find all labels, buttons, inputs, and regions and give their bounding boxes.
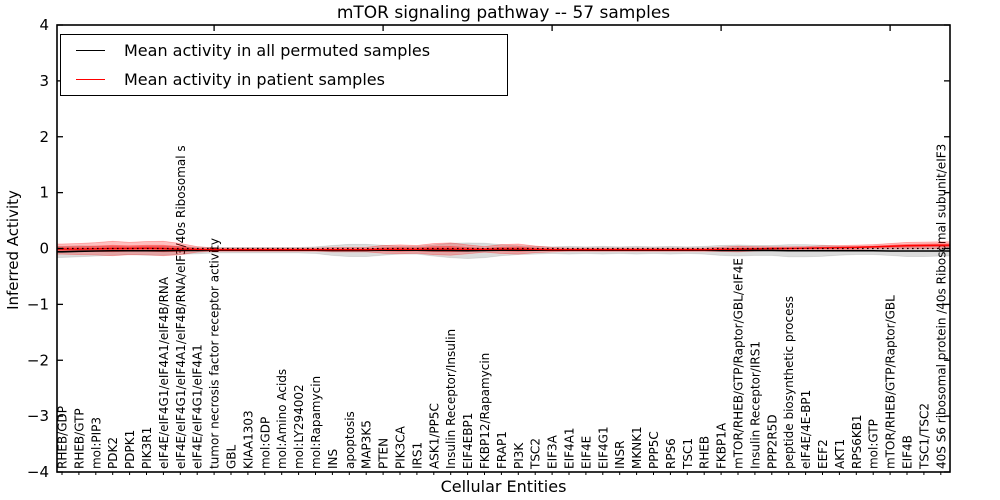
legend-entry-patient: Mean activity in patient samples — [61, 66, 507, 94]
x-tick-label: EEF2 — [816, 439, 830, 469]
x-tick-label: mol:PIP3 — [89, 417, 103, 469]
permuted-mean-line — [57, 249, 950, 253]
x-tick-label: PIK3CA — [394, 425, 408, 469]
x-tick-label: AKT1 — [833, 439, 847, 469]
x-tick-label: TSC2 — [529, 438, 543, 470]
x-tick-label: PPP5C — [647, 431, 661, 469]
y-axis-label: Inferred Activity — [4, 190, 22, 310]
x-tick-label: RPS6KB1 — [850, 414, 864, 469]
x-tick-label: peptide biosynthetic process — [782, 296, 796, 469]
x-tick-label: mol:LY294002 — [292, 384, 306, 469]
x-tick-label: eIF4E/eIF4G1/eIF4A1/eIF4B/RNA/eIF3/40s R… — [174, 145, 188, 469]
x-tick-label: PDPK1 — [123, 430, 137, 469]
x-tick-label: TSC1/TSC2 — [917, 403, 931, 470]
x-tick-label: INSR — [613, 441, 627, 469]
x-tick-label: MAP3K5 — [360, 420, 374, 469]
y-tick-label: −2 — [27, 351, 49, 369]
x-tick-label: eIF4E/eIF4G1/eIF4A1/eIF4B/RNA — [157, 276, 171, 469]
x-tick-label: PPP2R5D — [765, 414, 779, 469]
x-tick-label: PI3K — [512, 442, 526, 469]
x-tick-label: INS — [326, 449, 340, 469]
x-tick-label: mTOR/RHEB/GTP/Raptor/GBL — [884, 295, 898, 469]
x-tick-label: Insulin Receptor/Insulin — [444, 329, 458, 469]
y-tick-label: 4 — [39, 16, 49, 34]
x-tick-label: GBL — [225, 444, 239, 469]
x-tick-label: ASK1/PP5C — [427, 403, 441, 469]
x-tick-label: PTEN — [377, 438, 391, 469]
y-tick-label: −1 — [27, 295, 49, 313]
y-tick-label: −4 — [27, 463, 49, 481]
x-tick-label: mol:Amino Acids — [275, 369, 289, 469]
y-tick-label: 0 — [39, 240, 49, 258]
x-tick-label: IRS1 — [410, 442, 424, 469]
legend-entry-label: Mean activity in all permuted samples — [124, 40, 431, 60]
x-tick-label: EIF3A — [546, 434, 560, 469]
x-tick-label: RPS6 — [664, 438, 678, 469]
x-tick-label: EIF4A1 — [563, 427, 577, 469]
x-tick-label: mol:Rapamycin — [309, 376, 323, 469]
x-tick-label: mol:GDP — [258, 417, 272, 469]
x-tick-label: EIF4E — [579, 436, 593, 469]
chart-title: mTOR signaling pathway -- 57 samples — [336, 3, 671, 23]
x-tick-label: EIF4G1 — [596, 426, 610, 469]
patient-line-swatch — [76, 79, 105, 81]
x-tick-label: KIAA1303 — [241, 410, 255, 469]
x-tick-label: RHEB/GDP — [56, 406, 70, 469]
x-tick-label: PDK2 — [106, 437, 120, 469]
x-tick-label: PIK3R1 — [140, 427, 154, 469]
y-tick-label: 1 — [39, 184, 49, 202]
x-tick-label: MKNK1 — [630, 426, 644, 469]
x-tick-label: 40S S6 ribosomal protein /40s Ribosomal … — [934, 144, 948, 469]
x-tick-label: EIF4EBP1 — [461, 413, 475, 469]
x-axis-label: Cellular Entities — [440, 477, 567, 496]
legend: Mean activity in all permuted samples Me… — [60, 34, 508, 96]
y-tick-label: −3 — [27, 407, 49, 425]
permuted-line-swatch — [76, 49, 105, 51]
x-tick-label: FRAP1 — [495, 431, 509, 469]
x-tick-label: mTOR/RHEB/GTP/Raptor/GBL/eIF4E — [732, 258, 746, 469]
x-tick-label: eIF4E/eIF4G1/eIF4A1 — [191, 344, 205, 469]
x-tick-label: Insulin Receptor/IRS1 — [748, 341, 762, 469]
x-tick-label: FKBP12/Rapamycin — [478, 353, 492, 469]
x-tick-label: TSC1 — [681, 438, 695, 470]
legend-entry-permuted: Mean activity in all permuted samples — [61, 36, 507, 64]
x-tick-label: mol:GTP — [867, 419, 881, 469]
x-tick-label: EIF4B — [901, 435, 915, 469]
x-tick-label: RHEB — [698, 436, 712, 469]
x-tick-label: tumor necrosis factor receptor activity — [208, 238, 222, 469]
y-tick-label: 3 — [39, 72, 49, 90]
x-tick-label: RHEB/GTP — [72, 408, 86, 469]
y-tick-label: 2 — [39, 128, 49, 146]
legend-entry-label: Mean activity in patient samples — [124, 70, 385, 90]
x-tick-label: FKBP1A — [715, 422, 729, 469]
patient-mean-line — [57, 244, 950, 251]
x-tick-label: eIF4E/4E-BP1 — [799, 390, 813, 469]
x-tick-label: apoptosis — [343, 411, 357, 469]
